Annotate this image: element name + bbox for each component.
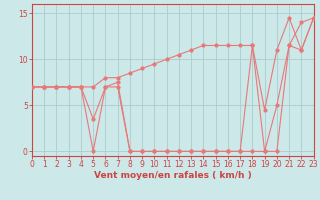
X-axis label: Vent moyen/en rafales ( km/h ): Vent moyen/en rafales ( km/h ) — [94, 171, 252, 180]
